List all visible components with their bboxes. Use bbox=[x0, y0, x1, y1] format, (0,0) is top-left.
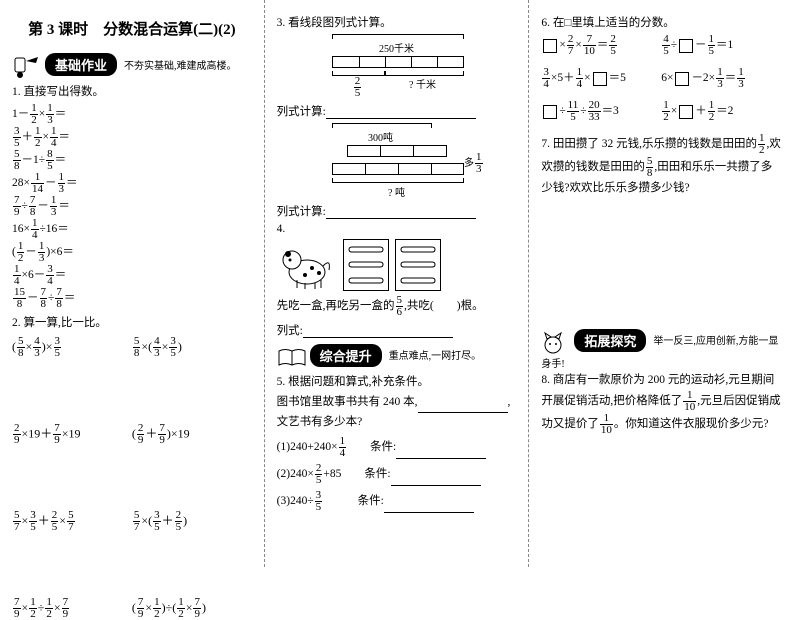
q4-label: 4. bbox=[277, 223, 517, 235]
q4-text: 先吃一盒,再吃另一盒的56,共吃( )根。 bbox=[277, 295, 517, 318]
q5-text: 图书馆里故事书共有 240 本,,文艺书有多少本? bbox=[277, 393, 517, 432]
column-2: 3. 看线段图列式计算。 250千米 25 bbox=[264, 0, 529, 567]
q4-diagram bbox=[277, 239, 517, 291]
pencil-icon bbox=[12, 55, 42, 79]
q1-label: 1. 直接写出得数。 bbox=[12, 83, 252, 99]
calc-2: 列式计算: bbox=[277, 203, 517, 219]
q1-row3: (12－13)×6＝ 14×6－34＝ 158－78÷78＝ bbox=[12, 241, 252, 310]
dog-icon bbox=[277, 240, 337, 290]
calc-1: 列式计算: bbox=[277, 103, 517, 119]
q5-label: 5. 根据问题和算式,补充条件。 bbox=[277, 373, 517, 389]
diagram-2: 300吨 多13 ? 吨 bbox=[277, 123, 517, 199]
section-badge-3: 拓展探究 举一反三,应用创新,方能一显身手! bbox=[541, 329, 781, 371]
worksheet-page: 第 3 课时 分数混合运算(二)(2) 基础作业 不夯实基础,难建成高楼。 1.… bbox=[0, 0, 793, 567]
q6-row2: 34×5＋14×＝5 6×－2×13＝13 bbox=[541, 67, 781, 90]
column-1: 第 3 课时 分数混合运算(二)(2) 基础作业 不夯实基础,难建成高楼。 1.… bbox=[0, 0, 264, 567]
q5-3: (3)240÷35 条件: bbox=[277, 490, 517, 513]
q2-pair2: 29×19＋79×19 (29＋79)×19 bbox=[12, 423, 252, 446]
q1-row1: 1－12×13＝ 35＋12×14＝ 58－1÷85＝ bbox=[12, 103, 252, 172]
q5-2: (2)240×25+85 条件: bbox=[277, 463, 517, 486]
q2-label: 2. 算一算,比一比。 bbox=[12, 314, 252, 330]
q4-formula: 列式: bbox=[277, 322, 517, 338]
q8-text: 8. 商店有一款原价为 200 元的运动衫,元旦期间开展促销活动,把价格降低了1… bbox=[541, 371, 781, 437]
q6-label: 6. 在□里填上适当的分数。 bbox=[541, 14, 781, 30]
diagram-1: 250千米 25 ? 千米 bbox=[277, 34, 517, 99]
q2-pair3: 57×35＋25×57 57×(35＋25) bbox=[12, 510, 252, 533]
cat-icon bbox=[541, 331, 571, 355]
q2-pair4: 79×12÷12×79 (79×12)÷(12×79) bbox=[12, 597, 252, 620]
q6-row3: ÷115÷2033＝3 12×＋12＝2 bbox=[541, 100, 781, 123]
q7-text: 7. 田田攒了 32 元钱,乐乐攒的钱数是田田的12,欢欢攒的钱数是田田的58,… bbox=[541, 133, 781, 199]
q6-row1: ×27×710＝25 45÷－15＝1 bbox=[541, 34, 781, 57]
page-title: 第 3 课时 分数混合运算(二)(2) bbox=[12, 18, 252, 39]
section-badge-2: 综合提升 重点难点,一网打尽。 bbox=[277, 344, 517, 369]
column-3: 6. 在□里填上适当的分数。 ×27×710＝25 45÷－15＝1 34×5＋… bbox=[528, 0, 793, 567]
q1-row2: 28×114－13＝ 79÷78－13＝ 16×14÷16＝ bbox=[12, 172, 252, 241]
q5-1: (1)240+240×14 条件: bbox=[277, 436, 517, 459]
q2-pair1: (58×43)×35 58×(43×35) bbox=[12, 336, 252, 359]
q3-label: 3. 看线段图列式计算。 bbox=[277, 14, 517, 30]
book-icon bbox=[277, 347, 307, 369]
section-badge-1: 基础作业 不夯实基础,难建成高楼。 bbox=[12, 53, 252, 79]
